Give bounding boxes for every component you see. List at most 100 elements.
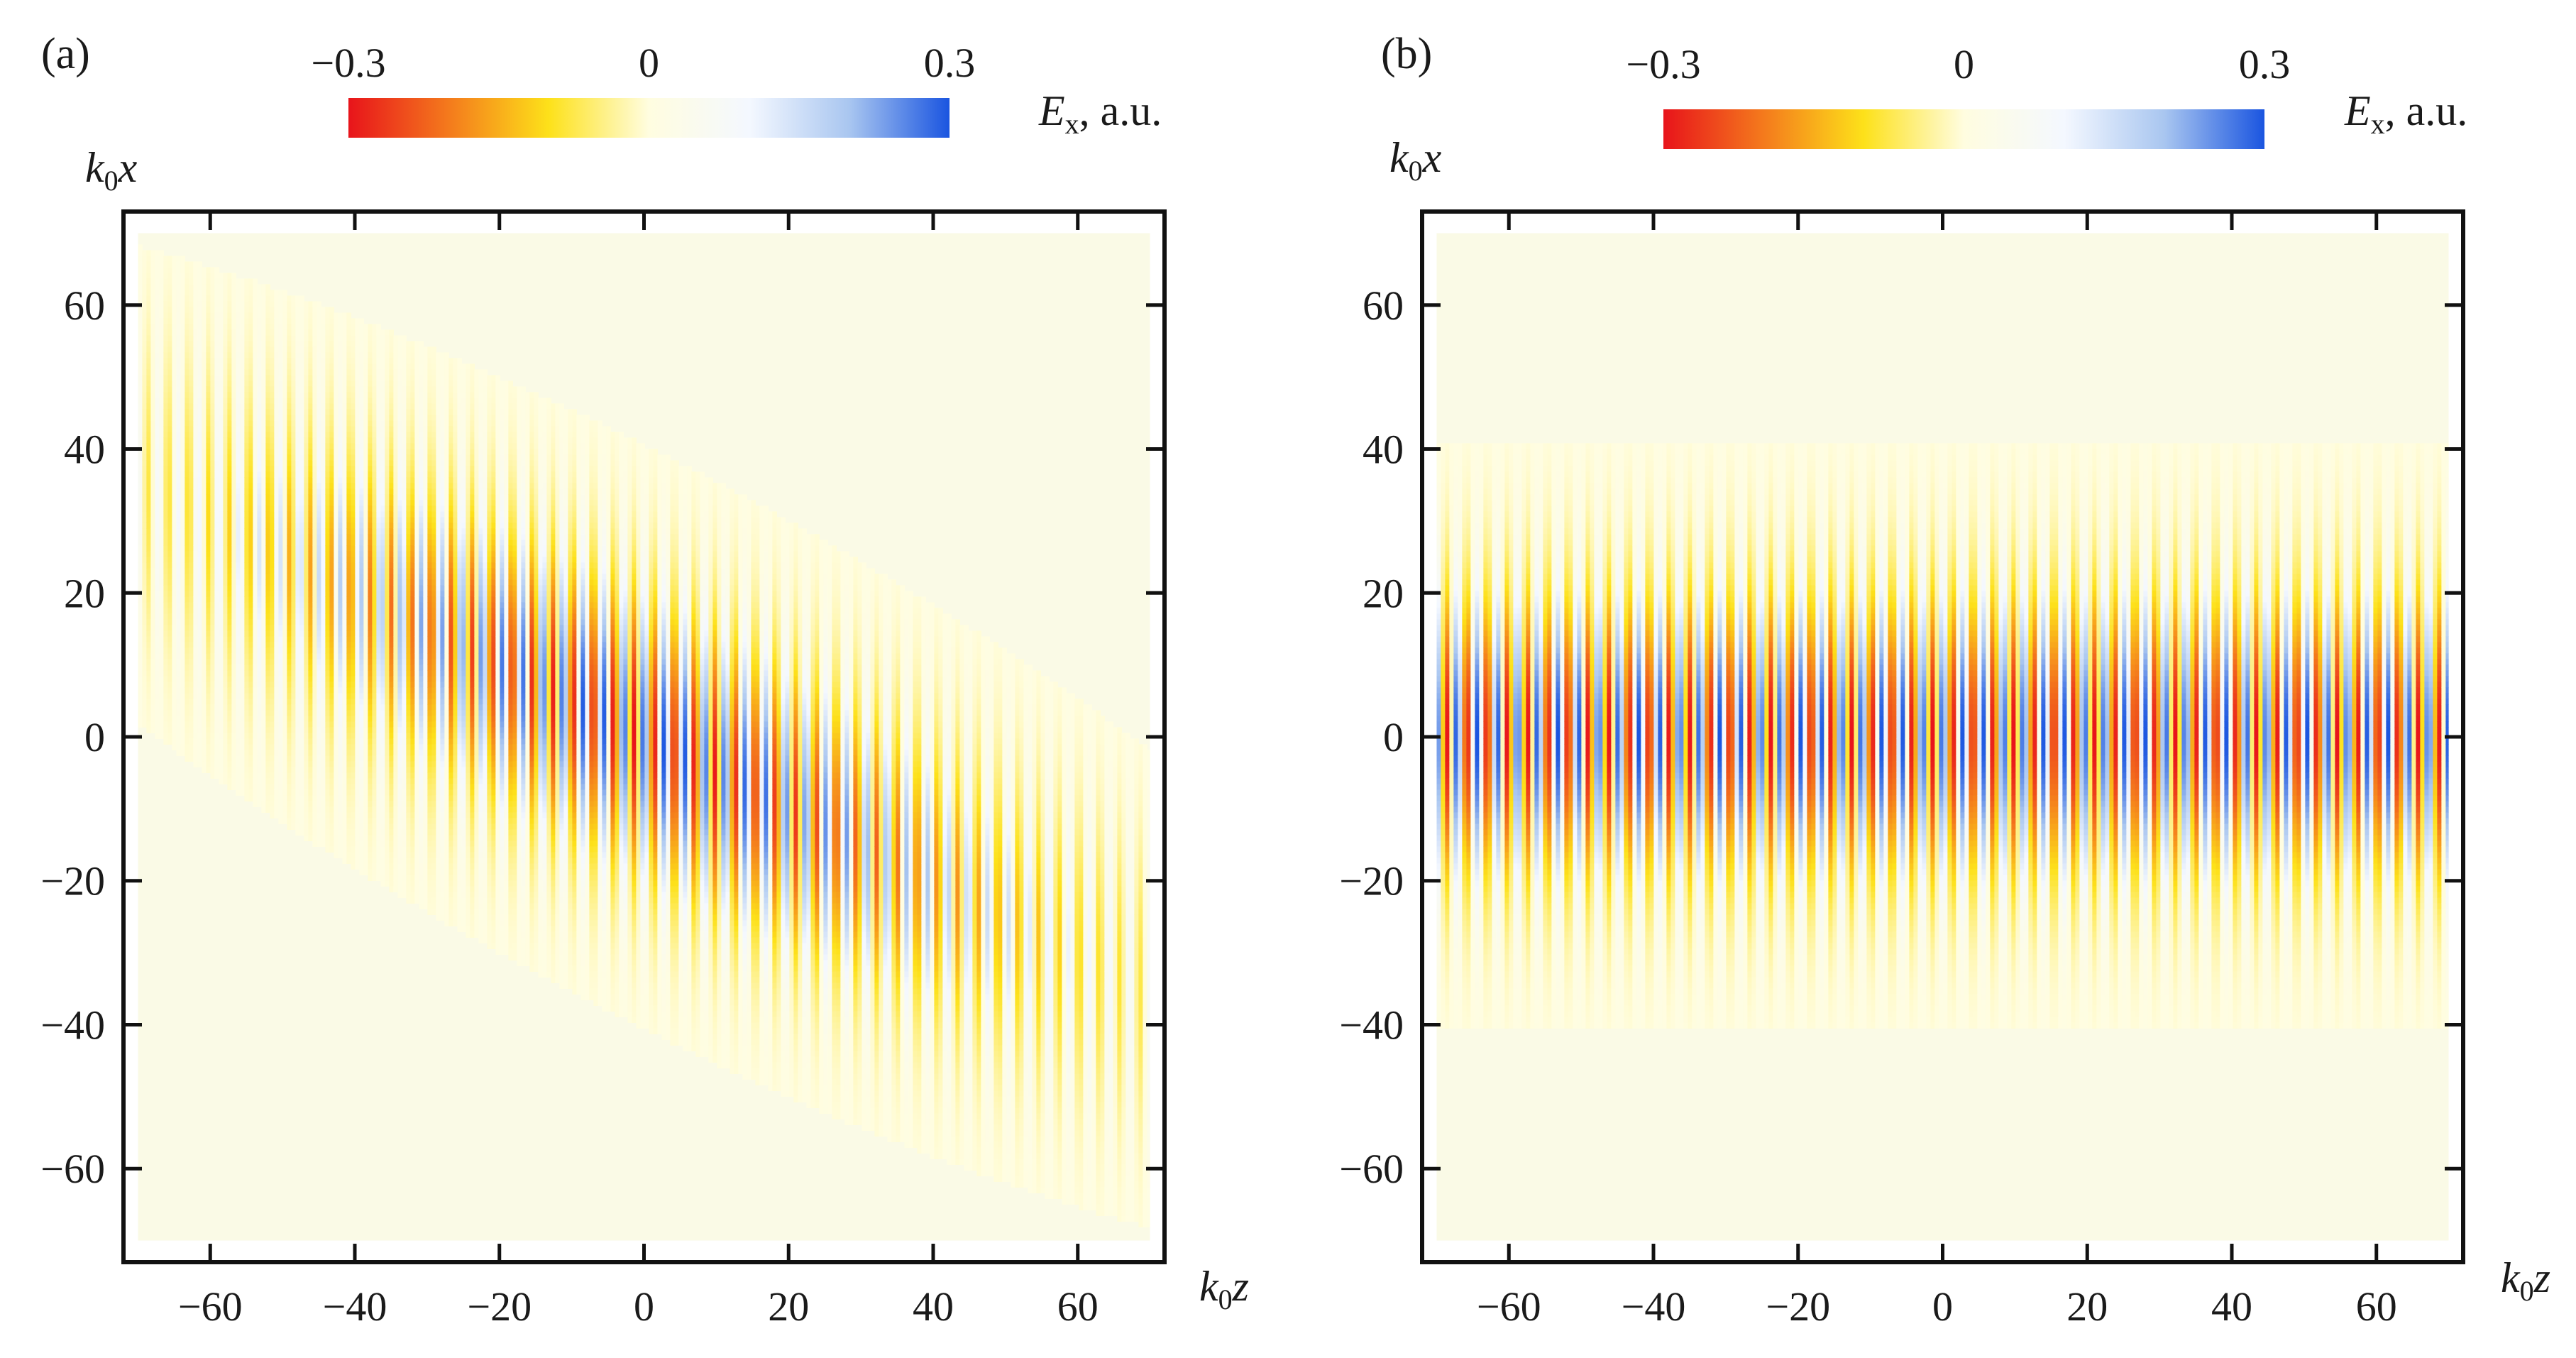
heatmap-cell (359, 750, 364, 756)
heatmap-cell (368, 329, 373, 336)
heatmap-cell (197, 398, 202, 404)
heatmap-cell (180, 608, 185, 614)
heatmap-cell (282, 432, 287, 438)
heatmap-cell (351, 852, 356, 858)
heatmap-cell (363, 557, 368, 563)
heatmap-cell (312, 608, 317, 614)
heatmap-cell (197, 659, 202, 665)
heatmap-cell (287, 432, 292, 438)
heatmap-cell (202, 346, 207, 353)
heatmap-cell (312, 653, 317, 659)
heatmap-cell (334, 801, 338, 807)
heatmap-cell (338, 699, 343, 705)
heatmap-cell (338, 352, 343, 358)
heatmap-cell (227, 721, 232, 728)
heatmap-cell (278, 443, 283, 449)
heatmap-cell (295, 710, 300, 716)
heatmap-cell (359, 835, 364, 841)
heatmap-cell (180, 591, 185, 597)
heatmap-cell (240, 579, 245, 586)
heatmap-cell (197, 335, 202, 341)
heatmap-cell (312, 454, 317, 461)
heatmap-cell (308, 812, 313, 818)
heatmap-cell (359, 801, 364, 807)
heatmap-cell (231, 784, 236, 790)
heatmap-cell (231, 443, 236, 449)
heatmap-cell (142, 273, 147, 279)
heatmap-cell (227, 619, 232, 625)
heatmap-cell (214, 693, 219, 699)
heatmap-cell (329, 647, 334, 654)
heatmap-cell (346, 494, 351, 500)
heatmap-cell (172, 358, 177, 364)
heatmap-cell (363, 755, 368, 762)
heatmap-cell (338, 653, 343, 659)
heatmap-cell (227, 676, 232, 682)
heatmap-cell (321, 557, 326, 563)
heatmap-cell (193, 352, 198, 358)
heatmap-cell (146, 301, 151, 307)
heatmap-cell (304, 380, 309, 387)
heatmap-cell (202, 727, 207, 733)
heatmap-cell (163, 432, 168, 438)
heatmap-cell (236, 602, 241, 608)
heatmap-cell (368, 449, 373, 455)
heatmap-cell (155, 676, 160, 682)
heatmap-cell (240, 375, 245, 381)
heatmap-cell (265, 767, 270, 773)
heatmap-cell (265, 505, 270, 512)
heatmap-cell (312, 432, 317, 438)
heatmap-cell (282, 409, 287, 415)
heatmap-cell (142, 341, 147, 347)
heatmap-cell (189, 278, 194, 285)
heatmap-cell (176, 335, 181, 341)
heatmap-cell (338, 454, 343, 461)
heatmap-cell (150, 488, 155, 495)
heatmap-cell (180, 466, 185, 472)
heatmap-cell (287, 454, 292, 461)
heatmap-cell (261, 801, 266, 807)
heatmap-cell (346, 681, 351, 688)
heatmap-cell (363, 488, 368, 495)
heatmap-cell (355, 341, 360, 347)
heatmap-cell (185, 301, 189, 307)
heatmap-cell (278, 517, 283, 523)
heatmap-cell (282, 437, 287, 444)
heatmap-cell (287, 380, 292, 387)
heatmap-cell (172, 562, 177, 569)
heatmap-cell (219, 522, 224, 529)
heatmap-cell (197, 755, 202, 762)
heatmap-cell (346, 557, 351, 563)
heatmap-cell (295, 443, 300, 449)
heatmap-cell (138, 409, 143, 415)
heatmap-cell (219, 301, 224, 307)
heatmap-cell (172, 256, 177, 262)
heatmap-cell (346, 324, 351, 330)
heatmap-cell (270, 761, 275, 767)
heatmap-cell (253, 471, 258, 478)
heatmap-cell (257, 488, 262, 495)
heatmap-cell (240, 369, 245, 376)
heatmap-cell (265, 409, 270, 415)
heatmap-cell (355, 420, 360, 427)
heatmap-cell (334, 818, 338, 824)
heatmap-cell (274, 511, 279, 518)
heatmap-cell (295, 437, 300, 444)
heatmap-cell (321, 761, 326, 767)
heatmap-cell (227, 466, 232, 472)
heatmap-cell (338, 721, 343, 728)
heatmap-cell (193, 738, 198, 745)
heatmap-cell (219, 704, 224, 711)
heatmap-cell (185, 483, 189, 489)
heatmap-cell (202, 295, 207, 302)
heatmap-cell (210, 704, 215, 711)
heatmap-cell (150, 647, 155, 654)
heatmap-cell (189, 710, 194, 716)
heatmap-cell (214, 710, 219, 716)
heatmap-cell (329, 534, 334, 540)
heatmap-cell (338, 426, 343, 432)
heatmap-cell (248, 710, 253, 716)
heatmap-cell (236, 460, 241, 466)
heatmap-cell (227, 318, 232, 324)
heatmap-cell (270, 454, 275, 461)
